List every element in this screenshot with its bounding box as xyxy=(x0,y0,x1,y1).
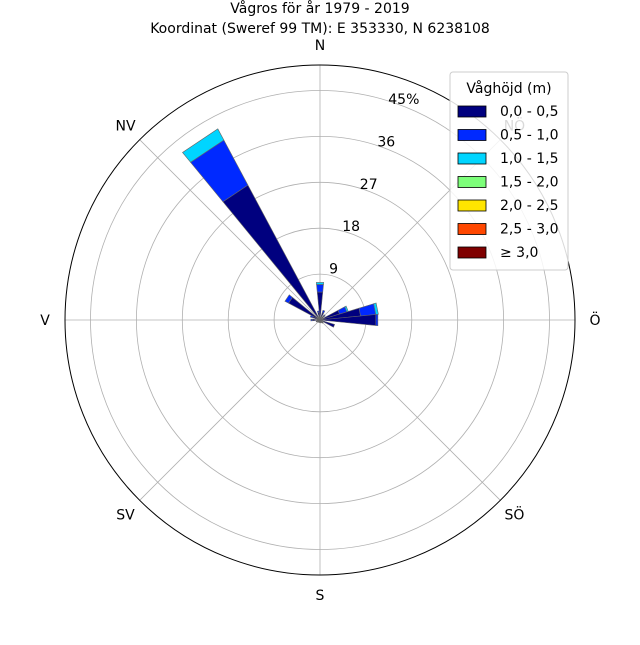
legend: Våghöjd (m) 0,0 - 0,5 0,5 - 1,0 1,0 - 1,5 1… xyxy=(450,72,568,270)
legend-title: Våghöjd (m) xyxy=(466,80,551,97)
direction-label-3: SV xyxy=(116,507,135,523)
legend-label-5: 2,5 - 3,0 xyxy=(500,222,558,238)
legend-label-0: 0,0 - 0,5 xyxy=(500,104,558,120)
sector-5-bin-1 xyxy=(376,314,378,325)
grid-spoke-5 xyxy=(320,320,500,500)
radial-tick-1: 18 xyxy=(342,219,360,235)
grid-spoke-3 xyxy=(140,320,320,500)
legend-label-6: ≥ 3,0 xyxy=(500,245,538,261)
legend-swatch-2 xyxy=(458,153,486,164)
direction-label-6: Ö xyxy=(589,311,600,329)
radial-tick-labels: 9 18 27 36 45% xyxy=(329,92,419,278)
direction-label-2: V xyxy=(40,313,50,329)
direction-label-1: NV xyxy=(116,119,136,135)
legend-swatch-3 xyxy=(458,177,486,188)
direction-label-0: N xyxy=(315,38,325,54)
legend-swatch-6 xyxy=(458,247,486,258)
legend-swatch-1 xyxy=(458,130,486,141)
radial-tick-0: 9 xyxy=(329,262,338,278)
legend-swatch-4 xyxy=(458,200,486,211)
radial-tick-2: 27 xyxy=(360,177,378,193)
sector-16-bin-0 xyxy=(223,185,320,320)
direction-label-4: S xyxy=(316,588,325,604)
sector-2-bin-1 xyxy=(323,315,325,317)
sector-1-bin-1 xyxy=(322,310,325,313)
legend-swatch-0 xyxy=(458,106,486,117)
chart-title: Vågros för år 1979 - 2019 xyxy=(230,0,409,17)
legend-swatch-5 xyxy=(458,224,486,235)
sector-13-bin-1 xyxy=(311,319,313,321)
legend-label-1: 0,5 - 1,0 xyxy=(500,128,558,144)
legend-frame xyxy=(450,72,568,270)
radial-tick-3: 36 xyxy=(377,134,395,150)
radial-tick-4: 45% xyxy=(388,92,419,108)
legend-label-4: 2,0 - 2,5 xyxy=(500,198,558,214)
direction-label-5: SÖ xyxy=(505,505,525,523)
legend-label-3: 1,5 - 2,0 xyxy=(500,175,558,191)
sector-4-bin-1 xyxy=(359,304,376,316)
chart-subtitle: Koordinat (Sweref 99 TM): E 353330, N 62… xyxy=(150,21,490,37)
legend-label-2: 1,0 - 1,5 xyxy=(500,151,558,167)
sector-0-bin-1 xyxy=(317,284,324,292)
sector-17-bin-1 xyxy=(317,311,319,313)
sector-0-bin-2 xyxy=(316,282,323,284)
